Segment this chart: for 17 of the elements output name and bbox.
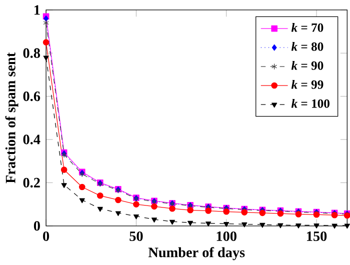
x-axis-title: Number of days [148,246,245,260]
y-tick-label: 0.2 [23,178,40,188]
y-tick-label: 0 [34,220,40,230]
x-tick-label: 150 [307,231,327,241]
y-axis-title: Fraction of spam sent [5,52,18,184]
x-tick-label: 0 [43,231,50,241]
x-tick-label: 100 [216,231,236,241]
y-tick-label: 0.8 [23,48,40,58]
y-tick-label: 0.4 [23,134,40,144]
y-tick-label: 1 [34,5,40,14]
x-tick-label: 50 [130,231,143,241]
legend-label: k = 99 [291,80,324,89]
legend-label: k = 90 [291,60,324,70]
legend-label: k = 100 [291,98,330,108]
legend-label: k = 80 [291,42,324,51]
y-tick-label: 0.6 [23,91,40,101]
legend-label: k = 70 [291,22,324,32]
